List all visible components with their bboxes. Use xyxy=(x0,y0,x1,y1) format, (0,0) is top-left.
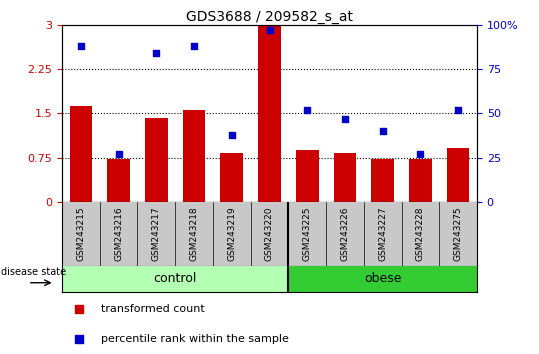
Bar xyxy=(183,110,205,202)
Title: GDS3688 / 209582_s_at: GDS3688 / 209582_s_at xyxy=(186,10,353,24)
Bar xyxy=(70,106,92,202)
Text: GSM243225: GSM243225 xyxy=(303,206,312,261)
Text: GSM243228: GSM243228 xyxy=(416,206,425,261)
Text: GSM243220: GSM243220 xyxy=(265,206,274,261)
Bar xyxy=(145,118,168,202)
Text: GSM243216: GSM243216 xyxy=(114,206,123,261)
Text: GSM243275: GSM243275 xyxy=(454,206,462,261)
Point xyxy=(227,132,236,137)
Point xyxy=(114,151,123,157)
Point xyxy=(77,43,85,49)
Text: GSM243227: GSM243227 xyxy=(378,206,387,261)
Text: control: control xyxy=(154,272,197,285)
Point xyxy=(416,151,425,157)
Bar xyxy=(62,266,288,292)
Point xyxy=(152,50,161,56)
Point xyxy=(341,116,349,121)
Bar xyxy=(371,159,394,202)
Bar xyxy=(288,266,515,292)
Bar xyxy=(220,153,243,202)
Bar xyxy=(258,26,281,202)
Text: transformed count: transformed count xyxy=(101,304,205,314)
Point xyxy=(190,43,198,49)
Text: GSM243226: GSM243226 xyxy=(341,206,349,261)
Bar xyxy=(409,159,432,202)
Bar xyxy=(334,153,356,202)
Text: disease state: disease state xyxy=(1,267,66,277)
Bar xyxy=(296,150,319,202)
Text: GSM243219: GSM243219 xyxy=(227,206,236,261)
Point xyxy=(265,27,274,33)
Text: obese: obese xyxy=(364,272,402,285)
Text: percentile rank within the sample: percentile rank within the sample xyxy=(101,333,289,343)
Text: GSM243215: GSM243215 xyxy=(77,206,85,261)
Text: GSM243217: GSM243217 xyxy=(152,206,161,261)
Point xyxy=(74,307,83,312)
Bar xyxy=(107,159,130,202)
Point xyxy=(303,107,312,113)
Point xyxy=(454,107,462,113)
Text: GSM243218: GSM243218 xyxy=(190,206,198,261)
Bar xyxy=(447,148,469,202)
Point xyxy=(74,336,83,341)
Point xyxy=(378,128,387,134)
